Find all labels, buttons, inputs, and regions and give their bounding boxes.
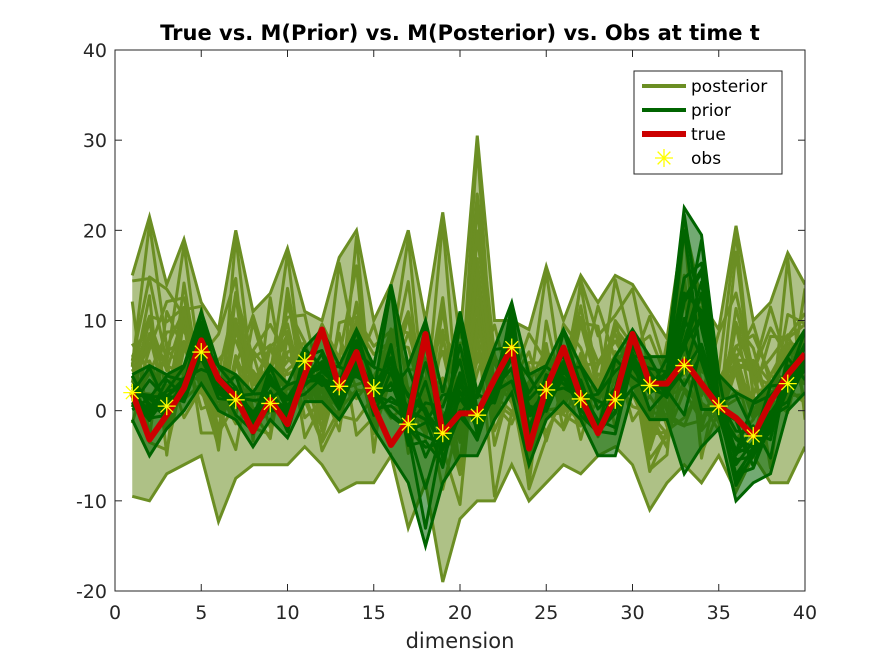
obs-marker	[192, 343, 211, 362]
y-tick-label: 0	[95, 401, 107, 423]
posterior-lower-member-line	[131, 444, 805, 583]
x-tick-label: 35	[707, 602, 731, 624]
obs-marker	[675, 356, 694, 375]
legend-label-obs: obs	[691, 149, 721, 169]
obs-marker	[157, 397, 176, 416]
obs-marker	[606, 390, 625, 409]
series-layer	[123, 135, 805, 583]
legend-label-true: true	[691, 125, 726, 145]
x-axis-label: dimension	[406, 629, 515, 653]
y-tick-label: -10	[76, 491, 107, 513]
obs-marker	[537, 380, 556, 399]
x-tick-label: 25	[534, 602, 558, 624]
legend-box	[633, 70, 783, 175]
legend-marker-obs	[655, 149, 673, 167]
legend: posterior prior true obs	[633, 70, 783, 175]
legend-label-posterior: posterior	[691, 77, 767, 97]
legend-obs-star	[655, 149, 673, 167]
obs-marker	[399, 415, 418, 434]
prior-upper-member-line	[131, 203, 805, 404]
obs-marker	[468, 406, 487, 425]
prior-lower-member-line	[130, 380, 805, 552]
obs-marker	[364, 379, 383, 398]
y-tick-label: 10	[83, 311, 107, 333]
obs-marker	[433, 424, 452, 443]
x-tick-label: 0	[109, 602, 121, 624]
y-tick-label: 20	[83, 220, 107, 242]
obs-marker	[571, 389, 590, 408]
x-tick-label: 5	[195, 602, 207, 624]
obs-marker	[261, 394, 280, 413]
x-tick-label: 15	[362, 602, 386, 624]
obs-marker	[744, 426, 763, 445]
x-tick-label: 20	[448, 602, 472, 624]
chart-title: True vs. M(Prior) vs. M(Posterior) vs. O…	[160, 21, 760, 45]
prior-member-line	[131, 280, 805, 530]
obs-marker	[709, 397, 728, 416]
legend-label-prior: prior	[691, 101, 731, 121]
y-tick-label: -20	[76, 581, 107, 603]
x-tick-label: 40	[793, 602, 817, 624]
obs-marker	[123, 383, 142, 402]
obs-marker	[226, 390, 245, 409]
obs-marker	[295, 352, 314, 371]
x-tick-label: 30	[620, 602, 644, 624]
true-series-line	[129, 326, 805, 452]
y-tick-label: 30	[83, 130, 107, 152]
x-tick-label: 10	[275, 602, 299, 624]
obs-marker	[330, 377, 349, 396]
obs-marker	[778, 374, 797, 393]
y-tick-label: 40	[83, 40, 107, 62]
axis-ticks: 0 5 10 15 20 25 30 35 40 -20 -10 0 10 20 30 40	[76, 40, 817, 624]
obs-marker	[640, 376, 659, 395]
obs-marker	[502, 338, 521, 357]
